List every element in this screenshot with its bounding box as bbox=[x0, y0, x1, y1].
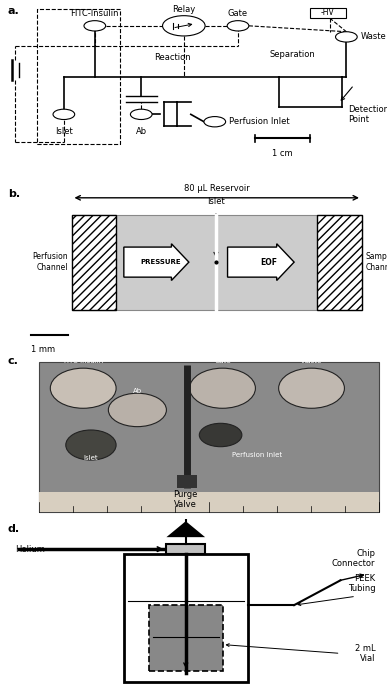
Text: b.: b. bbox=[8, 189, 20, 200]
Text: Islet: Islet bbox=[207, 197, 225, 206]
Text: 80 μL Reservoir: 80 μL Reservoir bbox=[184, 184, 250, 193]
Text: EOF: EOF bbox=[260, 258, 277, 267]
Text: 2 mL
Vial: 2 mL Vial bbox=[355, 644, 375, 663]
Bar bbox=[39, 361, 379, 512]
Text: Gate: Gate bbox=[228, 9, 248, 18]
Bar bbox=[166, 544, 205, 554]
Bar bbox=[149, 605, 223, 671]
Circle shape bbox=[84, 21, 106, 31]
Text: Perfusion Inlet: Perfusion Inlet bbox=[232, 452, 283, 458]
Text: Gate: Gate bbox=[214, 358, 231, 364]
Bar bbox=[177, 475, 197, 489]
Text: Sample
Channel: Sample Channel bbox=[366, 253, 387, 272]
Text: FITC-Insulin: FITC-Insulin bbox=[63, 358, 103, 364]
Text: 1 cm: 1 cm bbox=[272, 150, 293, 159]
Ellipse shape bbox=[279, 368, 344, 409]
Text: Islet: Islet bbox=[84, 455, 98, 461]
Text: 1 mm: 1 mm bbox=[31, 345, 55, 354]
Text: Purge
Valve: Purge Valve bbox=[174, 490, 198, 509]
Text: Perfusion Inlet: Perfusion Inlet bbox=[229, 117, 290, 126]
Text: Relay: Relay bbox=[172, 5, 195, 14]
Text: Waste: Waste bbox=[361, 33, 387, 41]
Bar bbox=[72, 214, 362, 310]
Text: Islet: Islet bbox=[55, 127, 73, 136]
Bar bbox=[37, 9, 120, 144]
Text: Perfusion
Channel: Perfusion Channel bbox=[32, 253, 68, 272]
Ellipse shape bbox=[190, 368, 255, 409]
Text: Helium: Helium bbox=[15, 545, 45, 553]
Text: PEEK
Tubing: PEEK Tubing bbox=[348, 574, 375, 593]
Ellipse shape bbox=[199, 423, 242, 447]
Text: Reaction: Reaction bbox=[154, 53, 190, 62]
Text: a.: a. bbox=[8, 6, 19, 15]
Text: FITC-Insulin: FITC-Insulin bbox=[70, 9, 119, 18]
Bar bbox=[39, 492, 379, 512]
Bar bbox=[72, 214, 116, 310]
Circle shape bbox=[130, 109, 152, 120]
Text: Waste: Waste bbox=[301, 358, 322, 364]
Text: c.: c. bbox=[8, 356, 19, 367]
Circle shape bbox=[227, 21, 249, 31]
Bar bbox=[310, 8, 346, 18]
FancyArrow shape bbox=[124, 244, 189, 280]
Polygon shape bbox=[166, 521, 205, 537]
Text: Chip
Connector: Chip Connector bbox=[332, 549, 375, 568]
Ellipse shape bbox=[66, 430, 116, 460]
Text: Ab: Ab bbox=[136, 127, 147, 136]
Text: Detection
Point: Detection Point bbox=[348, 105, 387, 124]
Text: PRESSURE: PRESSURE bbox=[140, 259, 180, 265]
Circle shape bbox=[163, 16, 205, 36]
Text: Separation: Separation bbox=[269, 50, 315, 59]
Circle shape bbox=[336, 32, 357, 42]
Text: -HV: -HV bbox=[321, 8, 335, 17]
Circle shape bbox=[53, 109, 75, 120]
Text: d.: d. bbox=[8, 524, 20, 534]
FancyArrow shape bbox=[228, 244, 294, 280]
Ellipse shape bbox=[50, 368, 116, 409]
Text: Ab: Ab bbox=[133, 388, 142, 394]
Ellipse shape bbox=[108, 393, 166, 427]
Circle shape bbox=[204, 116, 226, 127]
Bar bbox=[124, 554, 248, 682]
Bar bbox=[317, 214, 362, 310]
